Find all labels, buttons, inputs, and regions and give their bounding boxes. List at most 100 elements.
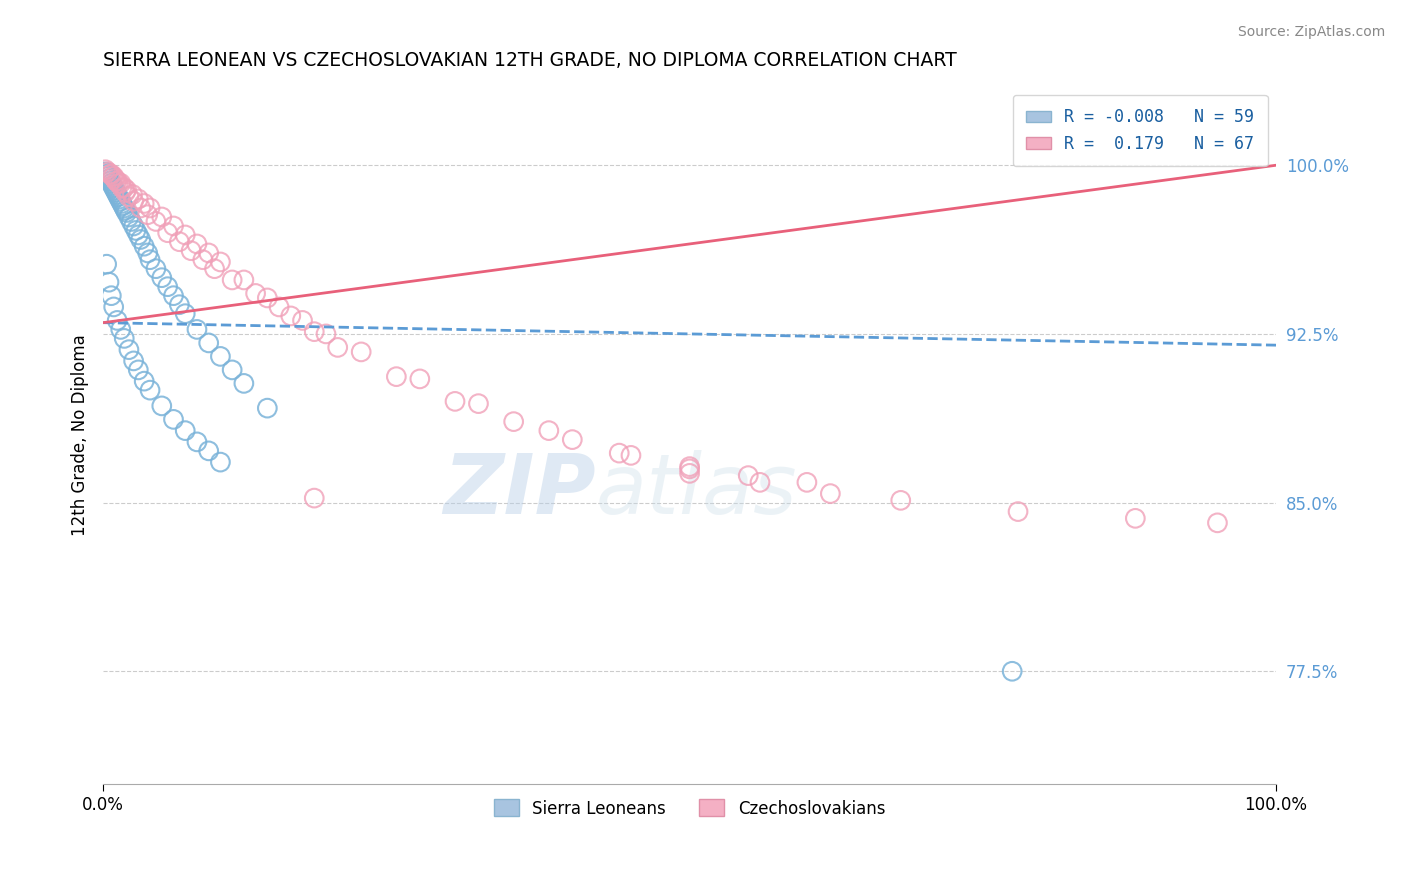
Point	[1001, 665, 1024, 679]
Point	[209, 350, 232, 364]
Point	[256, 401, 278, 416]
Point	[1206, 516, 1229, 530]
Point	[280, 309, 302, 323]
Point	[186, 322, 208, 336]
Point	[105, 187, 128, 202]
Point	[111, 180, 134, 194]
Point	[105, 313, 128, 327]
Point	[112, 201, 135, 215]
Point	[134, 196, 156, 211]
Point	[105, 185, 128, 199]
Point	[162, 412, 184, 426]
Point	[112, 180, 135, 194]
Point	[103, 180, 125, 194]
Point	[180, 244, 202, 258]
Point	[129, 201, 152, 215]
Point	[101, 169, 124, 184]
Legend: Sierra Leoneans, Czechoslovakians: Sierra Leoneans, Czechoslovakians	[488, 793, 891, 824]
Point	[98, 171, 121, 186]
Point	[114, 185, 136, 199]
Point	[156, 226, 179, 240]
Point	[122, 219, 145, 233]
Text: ZIP: ZIP	[443, 450, 596, 532]
Point	[98, 275, 121, 289]
Text: Source: ZipAtlas.com: Source: ZipAtlas.com	[1237, 25, 1385, 39]
Point	[162, 288, 184, 302]
Point	[191, 252, 214, 267]
Point	[890, 493, 912, 508]
Point	[98, 167, 121, 181]
Point	[315, 326, 337, 341]
Point	[94, 165, 117, 179]
Point	[796, 475, 818, 490]
Point	[136, 246, 159, 260]
Point	[749, 475, 772, 490]
Point	[174, 307, 197, 321]
Point	[104, 183, 127, 197]
Point	[136, 208, 159, 222]
Point	[145, 261, 167, 276]
Point	[820, 486, 842, 500]
Point	[101, 178, 124, 193]
Point	[221, 273, 243, 287]
Point	[107, 176, 129, 190]
Point	[139, 252, 162, 267]
Point	[115, 205, 138, 219]
Point	[127, 227, 149, 242]
Point	[409, 372, 432, 386]
Point	[118, 190, 141, 204]
Point	[245, 286, 267, 301]
Point	[118, 210, 141, 224]
Point	[145, 214, 167, 228]
Point	[444, 394, 467, 409]
Point	[125, 223, 148, 237]
Point	[169, 235, 191, 249]
Point	[100, 176, 122, 190]
Point	[98, 174, 121, 188]
Point	[129, 232, 152, 246]
Point	[112, 199, 135, 213]
Point	[103, 300, 125, 314]
Point	[209, 455, 232, 469]
Point	[107, 190, 129, 204]
Point	[115, 183, 138, 197]
Point	[221, 363, 243, 377]
Point	[108, 192, 131, 206]
Point	[174, 424, 197, 438]
Point	[385, 369, 408, 384]
Point	[120, 214, 142, 228]
Point	[678, 462, 700, 476]
Point	[1123, 511, 1146, 525]
Point	[100, 288, 122, 302]
Point	[97, 169, 120, 184]
Point	[197, 335, 219, 350]
Point	[118, 343, 141, 357]
Point	[1007, 505, 1029, 519]
Point	[105, 174, 128, 188]
Point	[561, 433, 583, 447]
Point	[134, 374, 156, 388]
Text: SIERRA LEONEAN VS CZECHOSLOVAKIAN 12TH GRADE, NO DIPLOMA CORRELATION CHART: SIERRA LEONEAN VS CZECHOSLOVAKIAN 12TH G…	[103, 51, 957, 70]
Point	[737, 468, 759, 483]
Point	[103, 169, 125, 184]
Point	[111, 196, 134, 211]
Point	[209, 255, 232, 269]
Text: atlas: atlas	[596, 450, 797, 532]
Point	[156, 279, 179, 293]
Point	[114, 203, 136, 218]
Point	[304, 491, 326, 505]
Point	[326, 340, 349, 354]
Point	[122, 194, 145, 209]
Point	[678, 467, 700, 481]
Point	[100, 167, 122, 181]
Point	[105, 174, 128, 188]
Point	[232, 376, 254, 391]
Point	[104, 171, 127, 186]
Point	[127, 363, 149, 377]
Point	[620, 448, 643, 462]
Point	[110, 322, 132, 336]
Point	[607, 446, 630, 460]
Point	[96, 167, 118, 181]
Point	[94, 162, 117, 177]
Point	[110, 176, 132, 190]
